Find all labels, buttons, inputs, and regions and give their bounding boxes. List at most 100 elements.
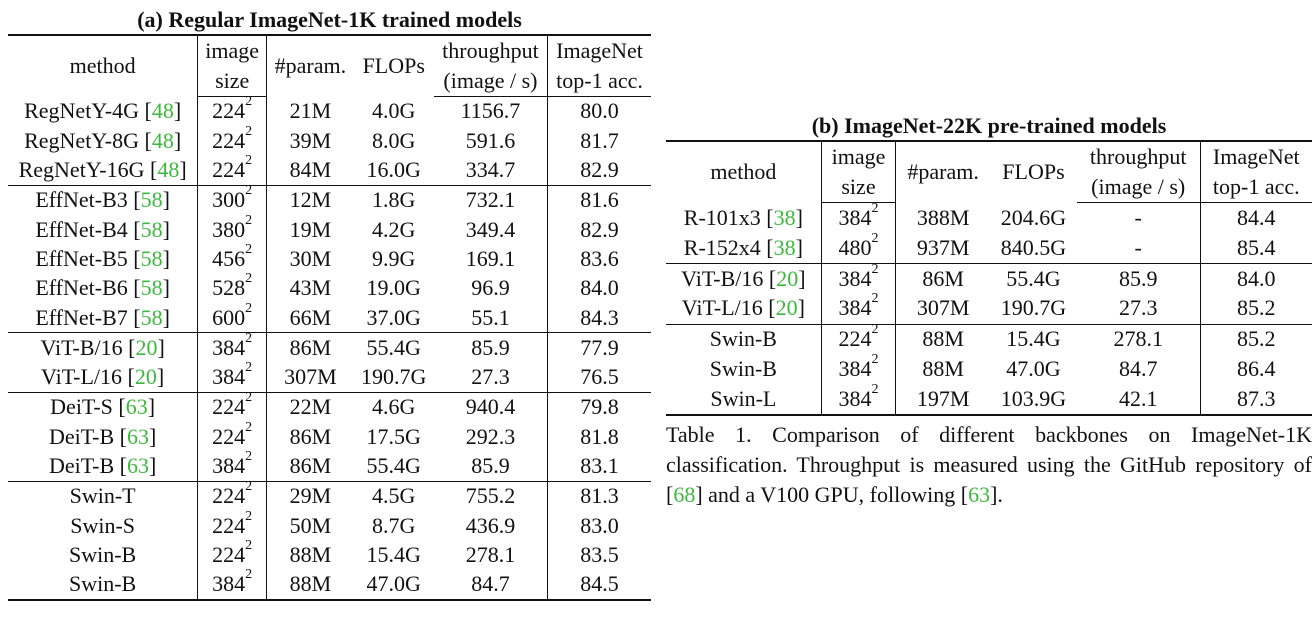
citation-link[interactable]: 38 xyxy=(773,234,796,260)
image-size-cell: 6002 xyxy=(197,300,268,333)
method-name: Swin-T xyxy=(69,483,136,509)
throughput-cell: 591.6 xyxy=(433,126,549,156)
accuracy-cell: 77.9 xyxy=(547,332,651,363)
image-size-exponent: 2 xyxy=(245,449,253,465)
image-size-value: 224 xyxy=(212,423,246,449)
table-b-body: R-101x3 [38] 3842 388M 204.6G -84.4 R-152x4 [… xyxy=(666,200,1312,417)
method-name: RegNetY-16G xyxy=(18,157,145,183)
image-size-cell: 2242 xyxy=(197,124,268,156)
flops-cell: 55.4G xyxy=(353,332,434,363)
throughput-cell: 334.7 xyxy=(433,155,549,186)
table-row: RegNetY-8G [48] 2242 39M 8.0G 591.6 81.7 xyxy=(8,124,651,156)
header-params: #param. xyxy=(274,53,347,79)
params-cell: 937M xyxy=(916,234,970,260)
caption-text-part: Table 1. Comparison of different backbon… xyxy=(666,422,1312,507)
throughput-cell: 940.4 xyxy=(433,391,549,423)
image-size-cell: 3842 xyxy=(821,200,897,233)
citation-link[interactable]: 48 xyxy=(157,157,180,183)
accuracy-cell: 85.2 xyxy=(1237,295,1276,321)
image-size-cell: 3842 xyxy=(821,291,897,325)
flops-cell: 47.0G xyxy=(1006,356,1061,382)
params-cell: 12M xyxy=(266,184,354,216)
accuracy-cell: 83.0 xyxy=(580,512,619,538)
method-name: EffNet-B4 xyxy=(35,216,128,242)
image-size-exponent: 2 xyxy=(245,300,253,316)
citation-link[interactable]: 58 xyxy=(140,304,163,330)
image-size-cell: 2242 xyxy=(197,153,268,186)
image-size-value: 600 xyxy=(212,304,246,330)
image-size-cell: 2242 xyxy=(821,322,897,355)
method-cell: RegNetY-8G [48] xyxy=(8,126,199,156)
method-cell: EffNet-B6 [58] xyxy=(8,273,199,304)
image-size-value: 384 xyxy=(838,386,872,412)
caption-text-part: ]. xyxy=(990,482,1003,507)
citation-link[interactable]: 68 xyxy=(673,482,696,507)
table-row: Swin-T 2242 29M 4.5G 755.2 81.3 xyxy=(8,479,651,512)
params-cell: 19M xyxy=(289,216,332,242)
accuracy-cell: 83.1 xyxy=(580,453,619,479)
citation-link[interactable]: 20 xyxy=(775,295,798,321)
accuracy-cell: 84.0 xyxy=(580,275,619,301)
citation-link[interactable]: 58 xyxy=(140,187,163,213)
table-row: Swin-L 3842 197M 103.9G 42.1 87.3 xyxy=(666,382,1312,417)
flops-cell: 4.0G xyxy=(372,98,416,124)
image-size-cell: 3842 xyxy=(197,360,268,393)
table-b-imagenet-22k: (b) ImageNet-22K pre-trained models meth… xyxy=(666,114,1312,417)
method-name: EffNet-B7 xyxy=(35,304,128,330)
method-name: Swin-S xyxy=(70,512,136,538)
flops-cell: 47.0G xyxy=(353,569,434,602)
params-cell: 86M xyxy=(289,423,332,449)
image-size-exponent: 2 xyxy=(245,360,253,376)
citation-link[interactable]: 58 xyxy=(140,216,163,242)
citation-link[interactable]: 20 xyxy=(776,265,799,291)
method-name: EffNet-B6 xyxy=(35,275,128,301)
citation-link[interactable]: 58 xyxy=(140,245,163,271)
citation-link[interactable]: 48 xyxy=(151,127,174,153)
method-cell: Swin-L xyxy=(666,384,822,417)
accuracy-cell: 87.3 xyxy=(1200,384,1312,417)
table-b-title: (b) ImageNet-22K pre-trained models xyxy=(666,114,1312,142)
accuracy-cell: 84.4 xyxy=(1237,204,1276,230)
params-cell: 39M xyxy=(289,127,332,153)
method-cell: ViT-B/16 [20] xyxy=(8,332,199,363)
method-cell: RegNetY-4G [48] xyxy=(8,96,199,127)
flops-cell: 17.5G xyxy=(366,423,421,449)
flops-cell: 55.4G xyxy=(990,262,1077,294)
method-name: EffNet-B5 xyxy=(35,245,128,271)
citation-link[interactable]: 20 xyxy=(135,334,158,360)
citation-link[interactable]: 20 xyxy=(134,364,157,390)
image-size-value: 224 xyxy=(838,326,872,352)
params-cell: 21M xyxy=(289,98,332,124)
method-name: DeiT-B xyxy=(48,453,115,479)
throughput-cell: 755.2 xyxy=(433,480,549,512)
citation-link[interactable]: 63 xyxy=(126,453,149,479)
citation-link[interactable]: 63 xyxy=(126,423,149,449)
citation-link[interactable]: 63 xyxy=(125,394,148,420)
method-name: R-101x3 xyxy=(683,204,761,230)
image-size-exponent: 2 xyxy=(871,291,879,307)
method-name: ViT-B/16 xyxy=(40,334,123,360)
citation-link[interactable]: 63 xyxy=(968,482,991,507)
citation-link[interactable]: 48 xyxy=(151,98,174,124)
image-size-exponent: 2 xyxy=(871,200,879,216)
throughput-cell: - xyxy=(1076,202,1201,233)
citation-link[interactable]: 58 xyxy=(140,275,163,301)
params-cell: 197M xyxy=(895,384,991,417)
citation-link[interactable]: 38 xyxy=(773,204,796,230)
image-size-cell: 3842 xyxy=(197,567,268,602)
image-size-value: 300 xyxy=(212,187,246,213)
throughput-cell: - xyxy=(1076,232,1201,264)
table-row: ViT-L/16 [20] 3842 307M 190.7G 27.3 76.5 xyxy=(8,360,651,393)
image-size-exponent: 2 xyxy=(245,94,253,110)
image-size-exponent: 2 xyxy=(245,241,253,257)
header-image-size: size xyxy=(197,66,268,97)
caption-text-part: ] and a V100 GPU, following [ xyxy=(695,482,969,507)
flops-cell: 4.2G xyxy=(372,216,416,242)
method-cell: EffNet-B3 [58] xyxy=(8,184,199,216)
table-row: Swin-B 2242 88M 15.4G 278.1 83.5 xyxy=(8,538,651,570)
image-size-cell: 3802 xyxy=(197,213,268,245)
image-size-cell: 3002 xyxy=(197,183,268,216)
image-size-exponent: 2 xyxy=(245,419,253,435)
params-cell: 84M xyxy=(289,157,332,183)
header-image: image xyxy=(821,142,897,172)
